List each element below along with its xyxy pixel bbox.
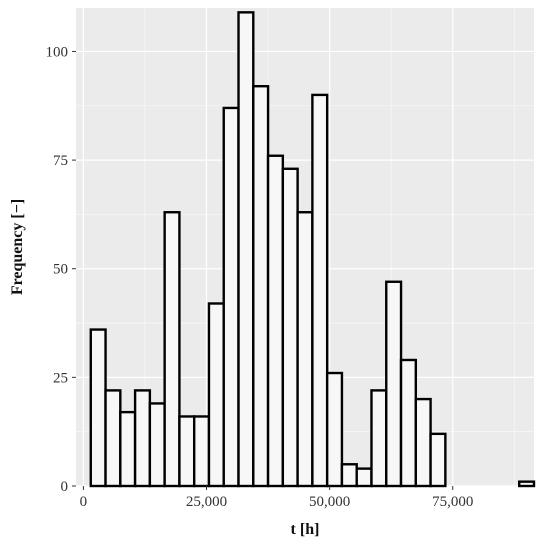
y-axis-title: Frequency [−]	[9, 199, 26, 295]
histogram-bar	[414, 397, 432, 488]
histogram-bar	[281, 167, 299, 488]
histogram-bar	[340, 463, 358, 488]
histogram-bar	[148, 402, 166, 488]
x-tick-label: 0	[80, 494, 88, 510]
x-axis-title: t [h]	[291, 521, 320, 538]
histogram-bar	[178, 415, 196, 488]
x-tick-label: 75,000	[432, 494, 473, 510]
histogram-bar	[222, 106, 240, 488]
histogram-bar	[252, 85, 270, 488]
histogram-bar	[266, 154, 285, 488]
y-tick-label: 75	[53, 153, 68, 169]
histogram-bar	[296, 211, 314, 488]
histogram-bar	[163, 211, 181, 488]
y-tick-label: 100	[46, 44, 69, 60]
histogram-bar	[192, 415, 211, 488]
histogram-bar	[104, 389, 122, 488]
histogram-bars	[89, 11, 536, 488]
histogram-bar	[325, 371, 344, 488]
histogram-bar	[518, 480, 536, 488]
histogram-bar	[429, 432, 447, 488]
histogram-bar	[207, 302, 225, 488]
y-axis: 0 25 50 75 100	[46, 44, 76, 495]
y-tick-label: 50	[53, 262, 68, 278]
histogram-bar	[237, 11, 255, 488]
y-tick-label: 0	[61, 479, 69, 495]
histogram-bar	[89, 328, 107, 488]
y-tick-label: 25	[53, 370, 68, 386]
x-tick-label: 50,000	[309, 494, 350, 510]
histogram-bar	[355, 467, 373, 488]
histogram-bar	[385, 280, 403, 488]
histogram-bar	[311, 93, 329, 488]
x-tick-label: 25,000	[186, 494, 227, 510]
histogram-bar	[133, 389, 152, 488]
histogram-bar	[399, 358, 418, 488]
x-axis: 0 25,000 50,000 75,000	[80, 486, 473, 510]
histogram-bar	[119, 410, 137, 488]
histogram-bar	[370, 389, 388, 488]
